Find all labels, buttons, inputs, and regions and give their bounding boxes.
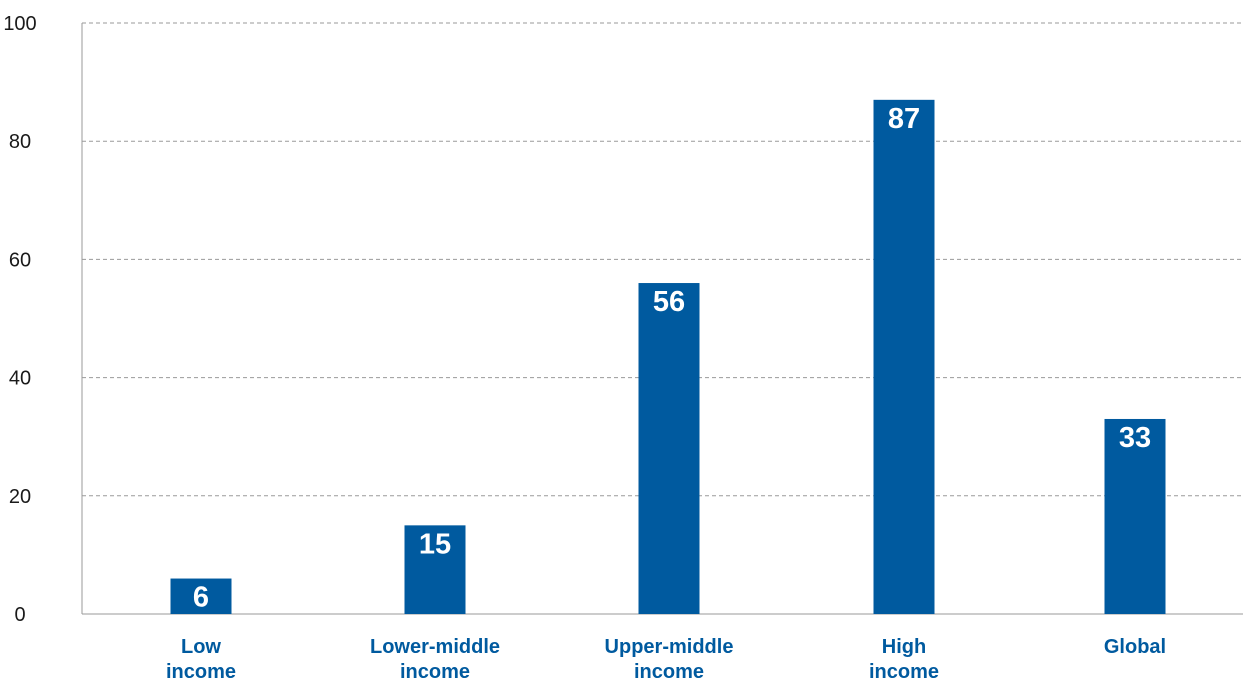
category-label: Upper-middle income (605, 636, 734, 683)
category-label-line: income (869, 661, 939, 683)
category-label: Low income (166, 636, 236, 683)
y-tick-label: 100 (3, 13, 36, 35)
category-label-line: High (882, 636, 926, 658)
bar-value-label: 33 (1119, 422, 1151, 454)
bar-value-label: 87 (888, 103, 920, 135)
bar-value-label: 15 (419, 528, 451, 560)
category-label-line: income (400, 661, 470, 683)
bar-value-label: 56 (653, 286, 685, 318)
y-tick-label: 20 (9, 486, 31, 508)
y-tick-label: 60 (9, 249, 31, 271)
category-label-line: Global (1104, 636, 1166, 658)
y-tick-label: 40 (9, 368, 31, 390)
bar (404, 525, 466, 614)
category-label-line: income (166, 661, 236, 683)
x-axis-category-labels: Low income Lower-middle income Upper-middle i… (166, 636, 1166, 683)
category-label-line: income (634, 661, 704, 683)
category-label: High income (869, 636, 939, 683)
bar (1104, 418, 1166, 614)
bar (873, 99, 935, 614)
bar (170, 578, 232, 614)
category-label: Global (1104, 636, 1166, 658)
bar-value-label: 6 (193, 582, 209, 614)
y-tick-label: 80 (9, 131, 31, 153)
bar (638, 283, 700, 614)
y-tick-label: 0 (14, 604, 25, 626)
y-axis-tick-labels: 0 20 40 60 80 100 (3, 13, 36, 626)
category-label-line: Upper-middle (605, 636, 734, 658)
category-label: Lower-middle income (370, 636, 500, 683)
category-label-line: Low (181, 636, 221, 658)
data-labels: 6 15 56 87 33 (193, 103, 1151, 614)
category-label-line: Lower-middle (370, 636, 500, 658)
bars (170, 99, 1166, 614)
